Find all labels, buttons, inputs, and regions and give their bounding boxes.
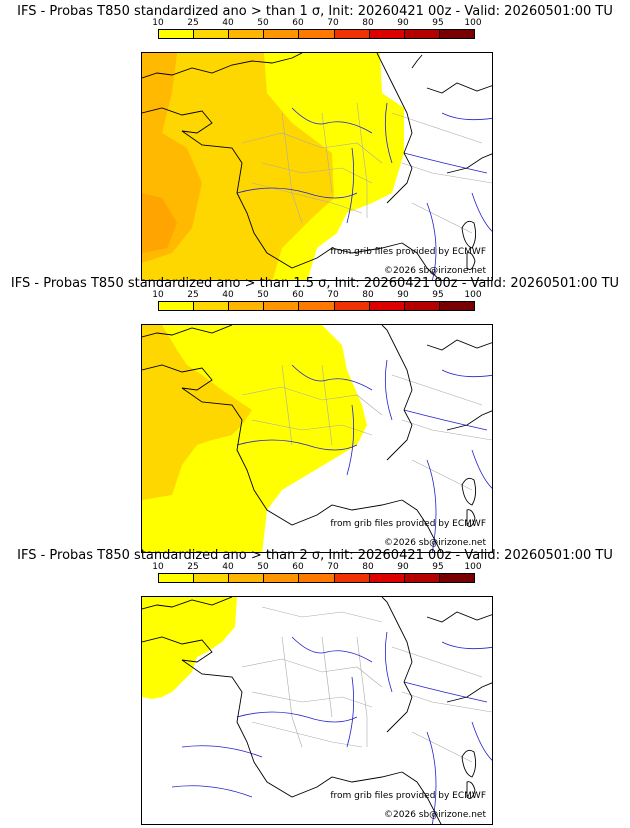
colorbar-label: 40 xyxy=(222,18,234,28)
colorbar-segment xyxy=(264,302,300,310)
colorbar-segment xyxy=(369,302,405,310)
panel-title: IFS - Probas T850 standardized ano > tha… xyxy=(17,548,613,563)
probability-map[interactable]: from grib files provided by ECMWF ©2026 … xyxy=(141,52,493,281)
panel-title: IFS - Probas T850 standardized ano > tha… xyxy=(17,4,613,19)
colorbar-segment xyxy=(159,30,195,38)
colorbar-segment xyxy=(439,30,474,38)
colorbar-labels: 10 25 40 50 60 70 80 90 95 100 xyxy=(152,562,481,574)
colorbar-segment xyxy=(159,574,195,582)
map-panel-2: IFS - Probas T850 standardized ano > tha… xyxy=(0,276,630,553)
region-borders xyxy=(241,364,492,491)
prob-area-50-60 xyxy=(142,193,177,253)
colorbar-segment xyxy=(194,30,230,38)
colorbar-segment xyxy=(334,574,370,582)
colorbar-segment xyxy=(334,30,370,38)
colorbar-segment xyxy=(194,574,230,582)
colorbar-labels: 10 25 40 50 60 70 80 90 95 100 xyxy=(152,290,481,302)
colorbar-label: 25 xyxy=(187,290,199,300)
colorbar-label: 95 xyxy=(432,290,444,300)
probability-map[interactable]: from grib files provided by ECMWF ©2026 … xyxy=(141,324,493,553)
copyright: ©2026 sb@irizone.net xyxy=(384,266,486,276)
colorbar-labels: 10 25 40 50 60 70 80 90 95 100 xyxy=(152,18,481,30)
colorbar-label: 100 xyxy=(464,562,482,572)
rivers xyxy=(171,631,492,824)
colorbar-segment xyxy=(159,302,195,310)
colorbar xyxy=(158,573,475,583)
colorbar-label: 60 xyxy=(292,18,304,28)
colorbar-segment xyxy=(334,302,370,310)
colorbar-segment xyxy=(404,30,440,38)
colorbar-label: 70 xyxy=(327,562,339,572)
colorbar-label: 100 xyxy=(464,18,482,28)
coastline xyxy=(142,597,492,824)
colorbar-label: 95 xyxy=(432,562,444,572)
colorbar-label: 50 xyxy=(257,18,269,28)
coastline xyxy=(142,325,492,552)
colorbar-segment xyxy=(264,574,300,582)
colorbar-label: 10 xyxy=(152,290,164,300)
source-credit: from grib files provided by ECMWF xyxy=(330,791,486,801)
colorbar-segment xyxy=(299,30,335,38)
colorbar-label: 40 xyxy=(222,562,234,572)
colorbar xyxy=(158,301,475,311)
colorbar-segment xyxy=(439,574,474,582)
colorbar-label: 70 xyxy=(327,18,339,28)
colorbar-segment xyxy=(229,302,265,310)
rivers xyxy=(236,102,492,280)
colorbar-label: 90 xyxy=(397,18,409,28)
colorbar-label: 50 xyxy=(257,562,269,572)
colorbar-segment xyxy=(264,30,300,38)
map-panel-3: IFS - Probas T850 standardized ano > tha… xyxy=(0,548,630,825)
copyright: ©2026 sb@irizone.net xyxy=(384,538,486,548)
colorbar-segment xyxy=(369,30,405,38)
probability-map[interactable]: from grib files provided by ECMWF ©2026 … xyxy=(141,596,493,825)
colorbar xyxy=(158,29,475,39)
colorbar-label: 100 xyxy=(464,290,482,300)
colorbar-label: 90 xyxy=(397,290,409,300)
colorbar-label: 25 xyxy=(187,562,199,572)
colorbar-segment xyxy=(404,302,440,310)
colorbar-label: 10 xyxy=(152,562,164,572)
colorbar-label: 40 xyxy=(222,290,234,300)
colorbar-label: 90 xyxy=(397,562,409,572)
colorbar-segment xyxy=(194,302,230,310)
colorbar-segment xyxy=(229,30,265,38)
colorbar-label: 50 xyxy=(257,290,269,300)
colorbar-segment xyxy=(404,574,440,582)
prob-area-10-25 xyxy=(142,597,237,699)
source-credit: from grib files provided by ECMWF xyxy=(330,247,486,257)
colorbar-label: 25 xyxy=(187,18,199,28)
colorbar-label: 80 xyxy=(362,18,374,28)
colorbar-label: 60 xyxy=(292,290,304,300)
region-borders xyxy=(241,606,492,763)
prob-area-25-40 xyxy=(142,325,252,500)
copyright: ©2026 sb@irizone.net xyxy=(384,810,486,820)
colorbar-segment xyxy=(229,574,265,582)
colorbar-label: 80 xyxy=(362,562,374,572)
coastline xyxy=(142,53,492,280)
colorbar-segment xyxy=(299,302,335,310)
colorbar-label: 80 xyxy=(362,290,374,300)
colorbar-label: 60 xyxy=(292,562,304,572)
colorbar-segment xyxy=(299,574,335,582)
colorbar-segment xyxy=(369,574,405,582)
source-credit: from grib files provided by ECMWF xyxy=(330,519,486,529)
colorbar-segment xyxy=(439,302,474,310)
colorbar-label: 95 xyxy=(432,18,444,28)
map-panel-1: IFS - Probas T850 standardized ano > tha… xyxy=(0,4,630,281)
colorbar-label: 70 xyxy=(327,290,339,300)
colorbar-label: 10 xyxy=(152,18,164,28)
rivers xyxy=(236,359,492,552)
panel-title: IFS - Probas T850 standardized ano > tha… xyxy=(10,276,620,291)
